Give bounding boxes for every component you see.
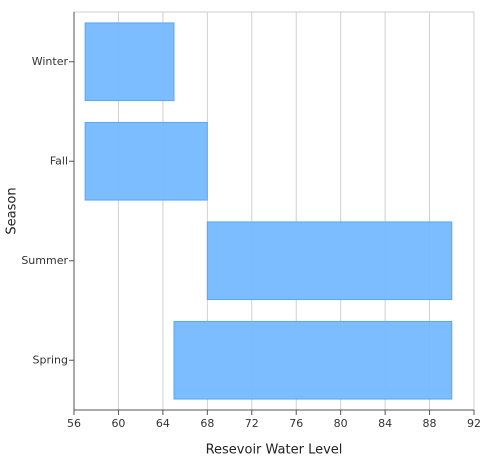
- bar: [84, 22, 175, 102]
- x-tick-label: 72: [245, 417, 259, 430]
- bar: [206, 221, 453, 301]
- x-tick-label: 88: [423, 417, 437, 430]
- x-tick-label: 60: [111, 417, 125, 430]
- y-tick-label: Fall: [50, 154, 68, 167]
- y-axis-label: Season: [5, 187, 20, 234]
- x-tick-label: 68: [200, 417, 214, 430]
- y-tick-label: Spring: [33, 353, 69, 366]
- x-tick-label: 76: [289, 417, 303, 430]
- x-tick-label: 64: [156, 417, 170, 430]
- bar: [84, 121, 208, 201]
- y-tick-label: Winter: [32, 55, 69, 68]
- x-axis-label: Resevoir Water Level: [206, 443, 343, 458]
- x-tick-label: 80: [334, 417, 348, 430]
- x-tick-label: 84: [378, 417, 392, 430]
- x-tick-label: 56: [67, 417, 81, 430]
- x-tick-label: 92: [467, 417, 481, 430]
- y-tick-label: Summer: [21, 254, 68, 267]
- bar: [173, 320, 453, 400]
